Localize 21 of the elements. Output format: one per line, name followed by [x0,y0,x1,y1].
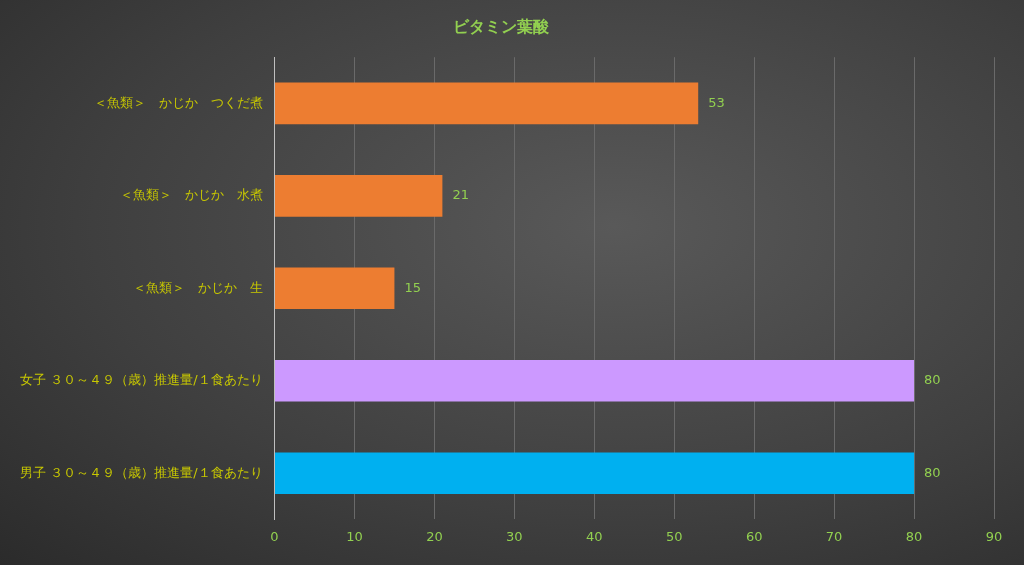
y-tick-label: 男子 ３０～４９（歳）推進量/１食あたり [20,464,263,480]
data-label: 21 [452,187,469,203]
x-tick-label: 80 [905,528,923,544]
x-tick-label: 0 [270,528,279,544]
data-label: 15 [404,279,421,295]
y-tick-label: ＜魚類＞ かじか つくだ煮 [93,94,263,110]
x-tick-label: 10 [346,528,363,544]
data-label: 53 [708,94,725,110]
y-tick-label: 女子 ３０～４９（歳）推進量/１食あたり [20,372,263,388]
y-tick-label: ＜魚類＞ かじか 生 [132,279,263,295]
x-tick-label: 20 [426,528,443,544]
data-label: 80 [924,464,941,480]
x-tick-label: 30 [506,528,523,544]
x-tick-label: 70 [825,528,843,544]
data-label: 80 [924,372,941,388]
x-tick-label: 60 [745,528,763,544]
x-tick-label: 40 [586,528,603,544]
x-tick-label: 50 [665,528,683,544]
y-tick-label: ＜魚類＞ かじか 水煮 [119,187,263,203]
chart-title: ビタミン葉酸 [453,16,550,36]
x-tick-label: 90 [985,528,1003,544]
